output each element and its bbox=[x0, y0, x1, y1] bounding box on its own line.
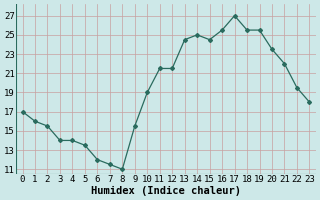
X-axis label: Humidex (Indice chaleur): Humidex (Indice chaleur) bbox=[91, 186, 241, 196]
